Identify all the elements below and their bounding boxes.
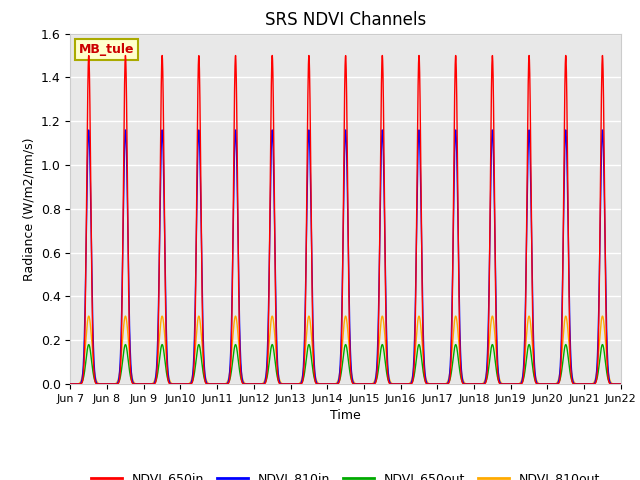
Title: SRS NDVI Channels: SRS NDVI Channels (265, 11, 426, 29)
Text: MB_tule: MB_tule (79, 43, 134, 56)
Legend: NDVI_650in, NDVI_810in, NDVI_650out, NDVI_810out: NDVI_650in, NDVI_810in, NDVI_650out, NDV… (86, 468, 605, 480)
Y-axis label: Radiance (W/m2/nm/s): Radiance (W/m2/nm/s) (22, 137, 35, 280)
X-axis label: Time: Time (330, 409, 361, 422)
